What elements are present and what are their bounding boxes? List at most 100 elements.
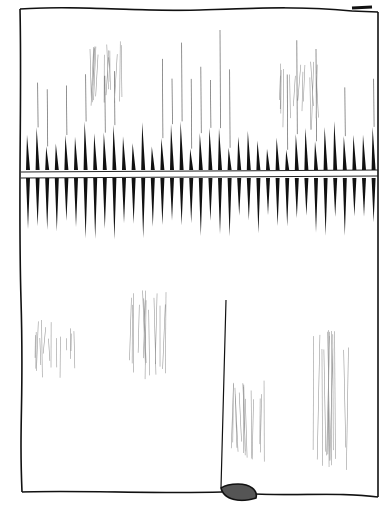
pleat-upper <box>179 121 184 170</box>
pleat-lower <box>102 178 107 229</box>
pleat-lower <box>35 178 40 227</box>
pleat-streak <box>219 30 221 129</box>
pleat-lower <box>141 178 146 239</box>
pleat-upper <box>64 134 69 170</box>
pleat-lower <box>371 178 376 223</box>
pleats <box>26 30 376 240</box>
shade-stroke <box>108 50 112 90</box>
pleat-upper <box>218 128 222 170</box>
shade-stroke <box>251 399 254 460</box>
pleat-streak <box>210 80 212 128</box>
pleat-lower <box>266 178 270 216</box>
pleat-upper <box>227 147 232 170</box>
shade-stroke <box>105 57 109 96</box>
shade-stroke <box>144 300 147 380</box>
shade-stroke <box>238 392 242 442</box>
pleat-lower <box>64 178 69 221</box>
shade-stroke <box>328 330 330 468</box>
pleat-lower <box>218 178 222 235</box>
pleat-lower <box>74 178 78 228</box>
top-corner <box>351 5 373 10</box>
shade-stroke <box>119 41 121 102</box>
pleat-upper <box>246 130 251 170</box>
pleat-lower <box>246 178 251 221</box>
pleat-upper <box>45 146 50 170</box>
pleat-lower <box>198 178 203 236</box>
shade-stroke <box>162 304 166 369</box>
pleat-lower <box>323 178 328 236</box>
shade-stroke <box>41 320 43 378</box>
shade-stroke <box>153 297 157 375</box>
top-edge <box>19 6 379 13</box>
shading <box>34 41 349 470</box>
seam-line <box>20 169 379 173</box>
pleat-upper <box>285 149 290 170</box>
pleat-lower <box>342 178 347 236</box>
pleat-streak <box>37 82 39 128</box>
shade-stroke <box>326 331 330 456</box>
fabric-outline <box>19 5 379 502</box>
pleat-upper <box>314 141 318 170</box>
shade-stroke <box>48 338 51 361</box>
pleat-lower <box>83 178 88 239</box>
pleat-lower <box>227 178 232 237</box>
pleat-streak <box>104 75 106 133</box>
pleat-lower <box>131 178 136 224</box>
pleat-upper <box>333 121 338 170</box>
shade-stroke <box>346 347 349 470</box>
shade-stroke <box>343 349 347 448</box>
pleat-lower <box>294 178 299 219</box>
pleat-lower <box>333 178 338 218</box>
shade-stroke <box>120 45 123 98</box>
shade-stroke <box>259 394 262 453</box>
fold-line <box>220 299 227 489</box>
pleat-upper <box>266 148 270 170</box>
pleat-lower <box>208 178 213 221</box>
pleat-lower <box>314 178 318 233</box>
pleat-lower <box>122 178 126 224</box>
shade-stroke <box>309 77 312 130</box>
shade-stroke <box>89 49 92 101</box>
pleat-streak <box>85 74 87 122</box>
pleat-upper <box>189 148 194 170</box>
pleat-lower <box>304 178 309 216</box>
shade-stroke <box>321 348 323 466</box>
pleat-upper <box>342 136 347 170</box>
shade-stroke <box>250 390 253 459</box>
shade-stroke <box>142 290 146 365</box>
shade-stroke <box>303 64 306 102</box>
pleat-upper <box>26 134 30 170</box>
pleat-upper <box>83 121 88 170</box>
shade-stroke <box>310 61 314 107</box>
left-edge <box>19 8 23 493</box>
pleat-upper <box>54 143 59 170</box>
pleat-streak <box>46 89 49 147</box>
shade-stroke <box>114 54 118 103</box>
shade-stroke <box>36 321 39 371</box>
shade-stroke <box>323 349 327 452</box>
pleat-upper <box>362 134 366 170</box>
shade-stroke <box>93 46 97 101</box>
pleat-upper <box>122 136 126 170</box>
pleat-upper <box>170 124 174 170</box>
shade-stroke <box>232 382 234 443</box>
shade-stroke <box>129 297 132 361</box>
pleat-lower <box>160 178 165 226</box>
pleat-upper <box>160 138 165 170</box>
shade-stroke <box>95 54 99 97</box>
seam <box>20 169 379 179</box>
bottom-edge-left <box>21 490 223 494</box>
pleat-upper <box>371 126 376 170</box>
pleat-upper <box>150 146 155 170</box>
pleat-streak <box>286 74 289 150</box>
pleat-upper <box>198 133 203 170</box>
pleat-lower <box>54 178 59 232</box>
pleat-lower <box>275 178 280 227</box>
pleat-lower <box>26 178 30 230</box>
bottom-edge-right <box>254 493 379 498</box>
shade-stroke <box>334 331 336 459</box>
seam-line <box>20 175 379 179</box>
